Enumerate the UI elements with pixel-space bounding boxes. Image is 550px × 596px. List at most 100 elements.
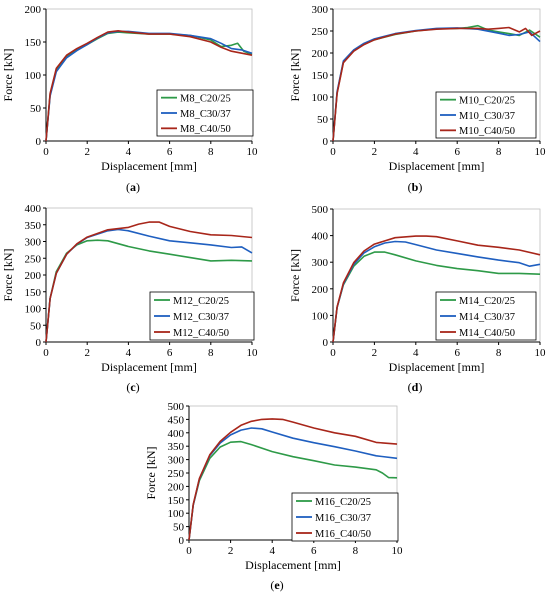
x-tick-label: 10 xyxy=(535,347,547,359)
legend-label-2: M16_C30/37 xyxy=(315,513,371,524)
caption-d-letter: d xyxy=(411,380,419,394)
y-axis-label: Force [kN] xyxy=(1,249,15,302)
caption-c-letter: c xyxy=(130,380,136,394)
x-tick-label: 4 xyxy=(269,545,275,557)
x-tick-label: 6 xyxy=(311,545,317,557)
y-tick-label: 500 xyxy=(168,401,185,413)
x-tick-label: 2 xyxy=(228,545,234,557)
x-tick-label: 6 xyxy=(167,146,173,158)
caption-a: (a) xyxy=(126,180,140,194)
legend-label-3: M8_C40/50 xyxy=(180,124,231,135)
caption-d: (d) xyxy=(407,380,423,394)
legend-label-1: M14_C20/25 xyxy=(459,296,515,307)
legend-label-2: M12_C30/37 xyxy=(173,312,229,323)
chart-c-svg: 0 2 4 6 8 10050100150200250300350400Displacem… xyxy=(1,203,259,374)
y-tick-label: 250 xyxy=(168,468,185,480)
y-tick-label: 400 xyxy=(312,231,329,243)
legend: M12_C20/25 M12_C30/37 M12_C40/50 xyxy=(149,291,255,341)
chart-panel-d: 0 2 4 6 8 10 0 100 200 300 400 500 Displacement [mm]… xyxy=(280,200,550,390)
x-tick-label: 0 xyxy=(330,146,336,158)
x-tick-label: 2 xyxy=(84,146,90,158)
x-tick-label: 0 xyxy=(43,347,49,359)
series-line-3 xyxy=(45,29,253,142)
legend-label-3: M10_C40/50 xyxy=(459,126,515,137)
y-tick-label: 0 xyxy=(323,337,329,349)
legend-label-3: M12_C40/50 xyxy=(173,328,229,339)
x-tick-label: 8 xyxy=(496,146,502,158)
caption-a-letter: a xyxy=(130,180,136,194)
y-tick-label: 50 xyxy=(317,114,329,126)
legend-label-2: M8_C30/37 xyxy=(180,109,231,120)
y-tick-label: 100 xyxy=(25,70,42,82)
y-tick-label: 100 xyxy=(25,304,42,316)
x-tick-label: 2 xyxy=(372,146,378,158)
y-axis-label: Force [kN] xyxy=(288,49,302,102)
y-tick-label: 300 xyxy=(168,455,185,467)
y-tick-label: 200 xyxy=(312,48,329,60)
legend-label-3: M16_C40/50 xyxy=(315,529,371,540)
x-tick-label: 0 xyxy=(186,545,192,557)
legend: M14_C20/25 M14_C30/37 M14_C40/50 xyxy=(435,291,537,341)
chart-panel-a: 0 2 4 6 8 10 0 50 100 150 200 Displacement [mm] Forc… xyxy=(0,0,270,190)
x-tick-label: 10 xyxy=(247,347,259,359)
y-tick-label: 0 xyxy=(36,136,42,148)
y-tick-label: 50 xyxy=(30,320,42,332)
y-tick-label: 250 xyxy=(25,253,42,265)
x-axis-label: Displacement [mm] xyxy=(389,159,485,173)
series-line-3 xyxy=(188,418,398,541)
x-tick-label: 4 xyxy=(413,347,419,359)
x-tick-label: 6 xyxy=(454,146,460,158)
legend-label-2: M14_C30/37 xyxy=(459,312,515,323)
x-tick-label: 8 xyxy=(496,347,502,359)
x-axis-label: Displacement [mm] xyxy=(101,360,197,374)
caption-e: (e) xyxy=(270,578,284,592)
y-tick-label: 50 xyxy=(173,522,185,534)
y-tick-label: 50 xyxy=(30,103,42,115)
series-line-3 xyxy=(45,221,253,343)
legend-label-1: M8_C20/25 xyxy=(180,93,231,104)
x-tick-label: 6 xyxy=(454,347,460,359)
legend-label-2: M10_C30/37 xyxy=(459,111,515,122)
y-tick-label: 150 xyxy=(25,37,42,49)
x-tick-label: 8 xyxy=(208,347,214,359)
chart-e-svg: 0 2 4 6 8 10050100150200250300350400450500Dis… xyxy=(144,401,404,572)
y-axis-label: Force [kN] xyxy=(1,49,15,102)
y-tick-label: 100 xyxy=(312,92,329,104)
caption-b: (b) xyxy=(407,180,423,194)
x-tick-label: 2 xyxy=(84,347,90,359)
x-tick-label: 10 xyxy=(392,545,404,557)
x-tick-label: 4 xyxy=(413,146,419,158)
chart-panel-b: 0 2 4 6 8 10 0 50 100 150 200 250 300 Displacement [m… xyxy=(280,0,550,190)
legend: M16_C20/25 M16_C30/37 M16_C40/50 xyxy=(291,492,399,542)
chart-panel-e: 0 2 4 6 8 10 0 50 100 150 200 250 300 350 400 450 500 Dis… xyxy=(142,398,412,578)
legend-label-1: M10_C20/25 xyxy=(459,95,515,106)
y-tick-label: 200 xyxy=(312,284,329,296)
y-tick-label: 100 xyxy=(312,310,329,322)
caption-b-letter: b xyxy=(411,180,419,194)
legend-label-1: M12_C20/25 xyxy=(173,296,229,307)
y-tick-label: 150 xyxy=(312,70,329,82)
series-line-3 xyxy=(332,26,541,142)
y-tick-label: 150 xyxy=(168,495,185,507)
y-tick-label: 350 xyxy=(25,220,42,232)
x-tick-label: 6 xyxy=(167,347,173,359)
x-tick-label: 4 xyxy=(126,146,132,158)
y-tick-label: 200 xyxy=(25,4,42,16)
series-line-1 xyxy=(188,440,398,541)
x-tick-label: 2 xyxy=(372,347,378,359)
series-line-3 xyxy=(332,235,541,343)
x-tick-label: 0 xyxy=(330,347,336,359)
x-tick-label: 0 xyxy=(43,146,49,158)
x-tick-label: 8 xyxy=(208,146,214,158)
chart-panel-c: 0 2 4 6 8 10 0 50 100 150 200 250 300 350 400 Displacem… xyxy=(0,200,270,390)
x-tick-label: 8 xyxy=(353,545,359,557)
x-axis-label: Displacement [mm] xyxy=(101,159,197,173)
y-tick-label: 300 xyxy=(25,237,42,249)
x-axis-label: Displacement [mm] xyxy=(389,360,485,374)
y-tick-label: 300 xyxy=(312,4,329,16)
x-axis-label: Displacement [mm] xyxy=(245,558,341,572)
y-tick-label: 100 xyxy=(168,508,185,520)
y-tick-label: 200 xyxy=(25,270,42,282)
